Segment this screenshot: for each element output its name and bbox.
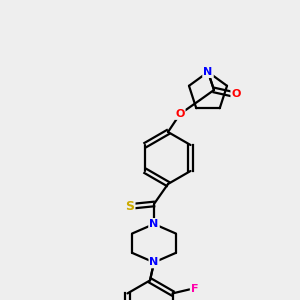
- Text: F: F: [191, 284, 198, 294]
- Text: N: N: [149, 219, 159, 229]
- Text: N: N: [149, 257, 159, 267]
- Text: S: S: [125, 200, 134, 212]
- Text: N: N: [203, 67, 213, 77]
- Text: O: O: [231, 89, 241, 99]
- Text: N: N: [149, 219, 159, 229]
- Text: N: N: [203, 67, 213, 77]
- Text: O: O: [175, 109, 185, 119]
